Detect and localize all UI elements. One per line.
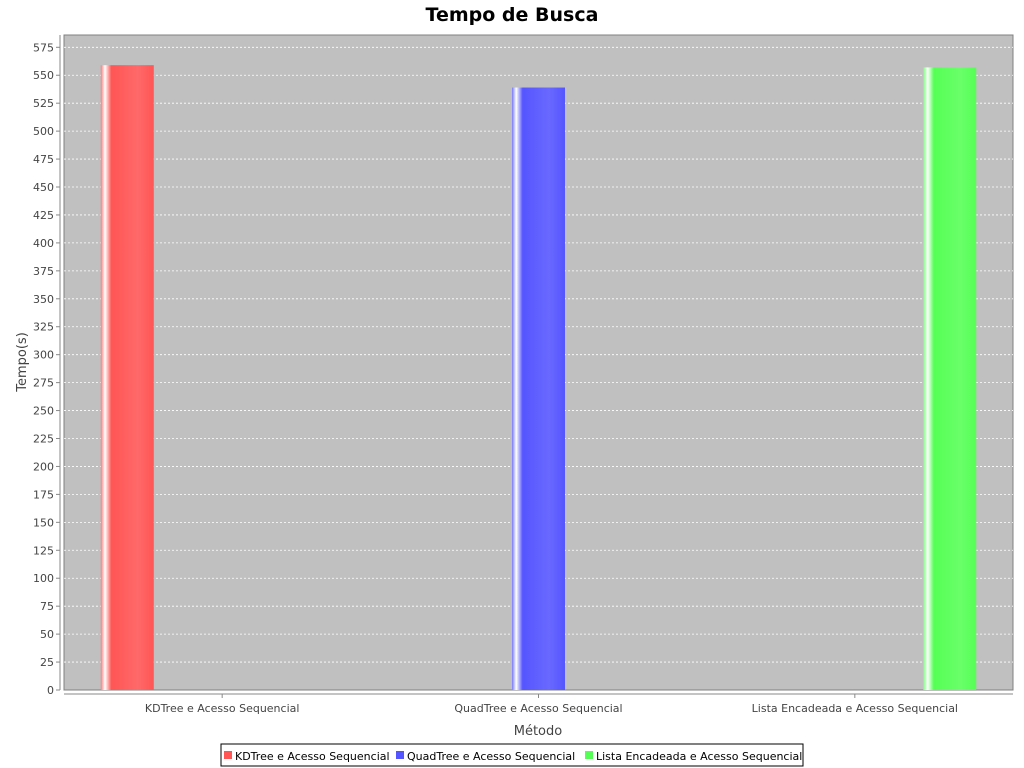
legend-swatch bbox=[396, 751, 404, 759]
y-tick-label: 575 bbox=[33, 41, 54, 54]
x-tick-label: KDTree e Acesso Sequencial bbox=[145, 702, 300, 715]
y-tick-label: 200 bbox=[33, 460, 54, 473]
legend-box bbox=[220, 743, 804, 767]
bars bbox=[100, 65, 977, 691]
y-tick-label: 300 bbox=[33, 349, 54, 362]
x-tick-label: Lista Encadeada e Acesso Sequencial bbox=[752, 702, 958, 715]
y-tick-label: 25 bbox=[40, 656, 54, 669]
y-tick-label: 225 bbox=[33, 433, 54, 446]
legend-item-label: QuadTree e Acesso Sequencial bbox=[407, 750, 575, 763]
y-tick-label: 125 bbox=[33, 544, 54, 557]
y-tick-label: 525 bbox=[33, 97, 54, 110]
y-tick-label: 0 bbox=[47, 684, 54, 697]
y-tick-label: 375 bbox=[33, 265, 54, 278]
bar bbox=[100, 65, 154, 690]
y-tick-label: 425 bbox=[33, 209, 54, 222]
y-tick-label: 75 bbox=[40, 600, 54, 613]
y-tick-label: 275 bbox=[33, 377, 54, 390]
y-axis-title: Tempo(s) bbox=[15, 332, 30, 393]
y-tick-label: 50 bbox=[40, 628, 54, 641]
bar bbox=[923, 67, 977, 690]
chart-title: Tempo de Busca bbox=[426, 4, 599, 26]
y-tick-label: 350 bbox=[33, 293, 54, 306]
y-tick-label: 550 bbox=[33, 69, 54, 82]
legend: KDTree e Acesso Sequencial QuadTree e Ace… bbox=[220, 743, 804, 767]
y-tick-label: 100 bbox=[33, 572, 54, 585]
y-tick-label: 450 bbox=[33, 181, 54, 194]
y-tick-label: 250 bbox=[33, 405, 54, 418]
x-axis-title: Método bbox=[514, 724, 563, 739]
y-axis: 0 25 50 75 100 125 150 175 200 225 250 275 300 325 350… bbox=[33, 35, 61, 697]
legend-item-label: KDTree e Acesso Sequencial bbox=[235, 750, 390, 763]
legend-swatch bbox=[224, 751, 232, 759]
y-tick-label: 400 bbox=[33, 237, 54, 250]
legend-item-label: Lista Encadeada e Acesso Sequencial bbox=[596, 750, 802, 763]
legend-swatch bbox=[585, 751, 593, 759]
x-axis: KDTree e Acesso Sequencial QuadTree e Ace… bbox=[64, 693, 1013, 715]
y-tick-label: 325 bbox=[33, 321, 54, 334]
y-tick-label: 500 bbox=[33, 125, 54, 138]
y-tick-label: 475 bbox=[33, 153, 54, 166]
bar bbox=[512, 87, 565, 691]
y-tick-label: 150 bbox=[33, 516, 54, 529]
y-tick-label: 175 bbox=[33, 488, 54, 501]
x-tick-label: QuadTree e Acesso Sequencial bbox=[454, 702, 622, 715]
